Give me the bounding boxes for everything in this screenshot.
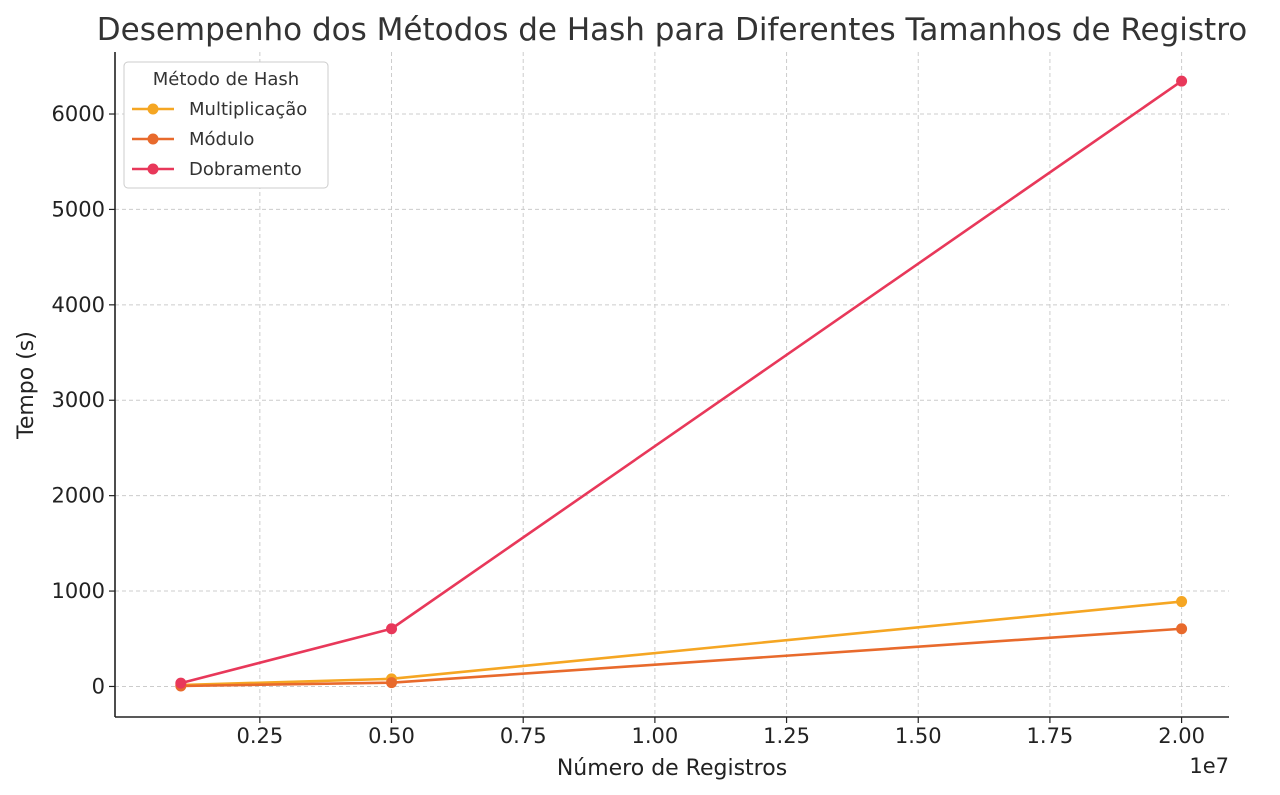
data-point xyxy=(386,623,398,635)
chart-title: Desempenho dos Métodos de Hash para Dife… xyxy=(97,12,1248,48)
legend-marker xyxy=(147,103,159,115)
legend-box xyxy=(123,61,329,189)
legend-item: Dobramento xyxy=(132,159,302,180)
data-point xyxy=(1176,596,1188,608)
series-line xyxy=(180,627,1182,688)
y-tick-label: 5000 xyxy=(52,197,105,221)
x-tick-label: 0.50 xyxy=(368,724,415,748)
y-tick-label: 1000 xyxy=(52,579,105,603)
y-tick-label: 4000 xyxy=(52,293,105,317)
legend-items: Multiplicação Módulo Dobramento xyxy=(132,99,307,180)
ticks: 0.25 0.50 0.75 1.00 1.25 1.50 1.75 2.00 0 1000 200… xyxy=(52,102,1205,748)
x-axis-label: Número de Registros xyxy=(557,756,787,781)
data-point xyxy=(175,677,187,689)
legend-label: Multiplicação xyxy=(189,99,307,120)
x-tick-label: 2.00 xyxy=(1158,724,1205,748)
x-tick-label: 0.25 xyxy=(236,724,283,748)
legend-item: Multiplicação xyxy=(132,99,307,120)
series-2 xyxy=(175,75,1188,689)
y-tick-label: 3000 xyxy=(52,388,105,412)
x-tick-label: 0.75 xyxy=(500,724,547,748)
legend-label: Módulo xyxy=(189,129,254,150)
x-axis-offset-label: 1e7 xyxy=(1189,754,1229,778)
series xyxy=(175,75,1188,692)
legend-marker xyxy=(147,163,159,175)
x-tick-label: 1.00 xyxy=(631,724,678,748)
data-point xyxy=(1176,623,1188,635)
y-axis-label: Tempo (s) xyxy=(14,331,39,440)
series-0 xyxy=(175,596,1188,691)
data-point xyxy=(386,677,398,689)
data-point xyxy=(1176,75,1188,87)
x-tick-label: 1.25 xyxy=(763,724,810,748)
y-tick-label: 6000 xyxy=(52,102,105,126)
y-tick-label: 0 xyxy=(92,674,105,698)
legend: Método de Hash Multiplicação Módulo Dobram… xyxy=(123,61,329,189)
legend-label: Dobramento xyxy=(189,159,302,180)
series-line xyxy=(180,80,1183,685)
y-tick-label: 2000 xyxy=(52,484,105,508)
axes xyxy=(114,52,1229,718)
legend-item: Módulo xyxy=(132,129,254,150)
x-tick-label: 1.75 xyxy=(1027,724,1074,748)
legend-marker xyxy=(147,133,159,145)
x-tick-label: 1.50 xyxy=(895,724,942,748)
legend-title: Método de Hash xyxy=(153,69,299,90)
